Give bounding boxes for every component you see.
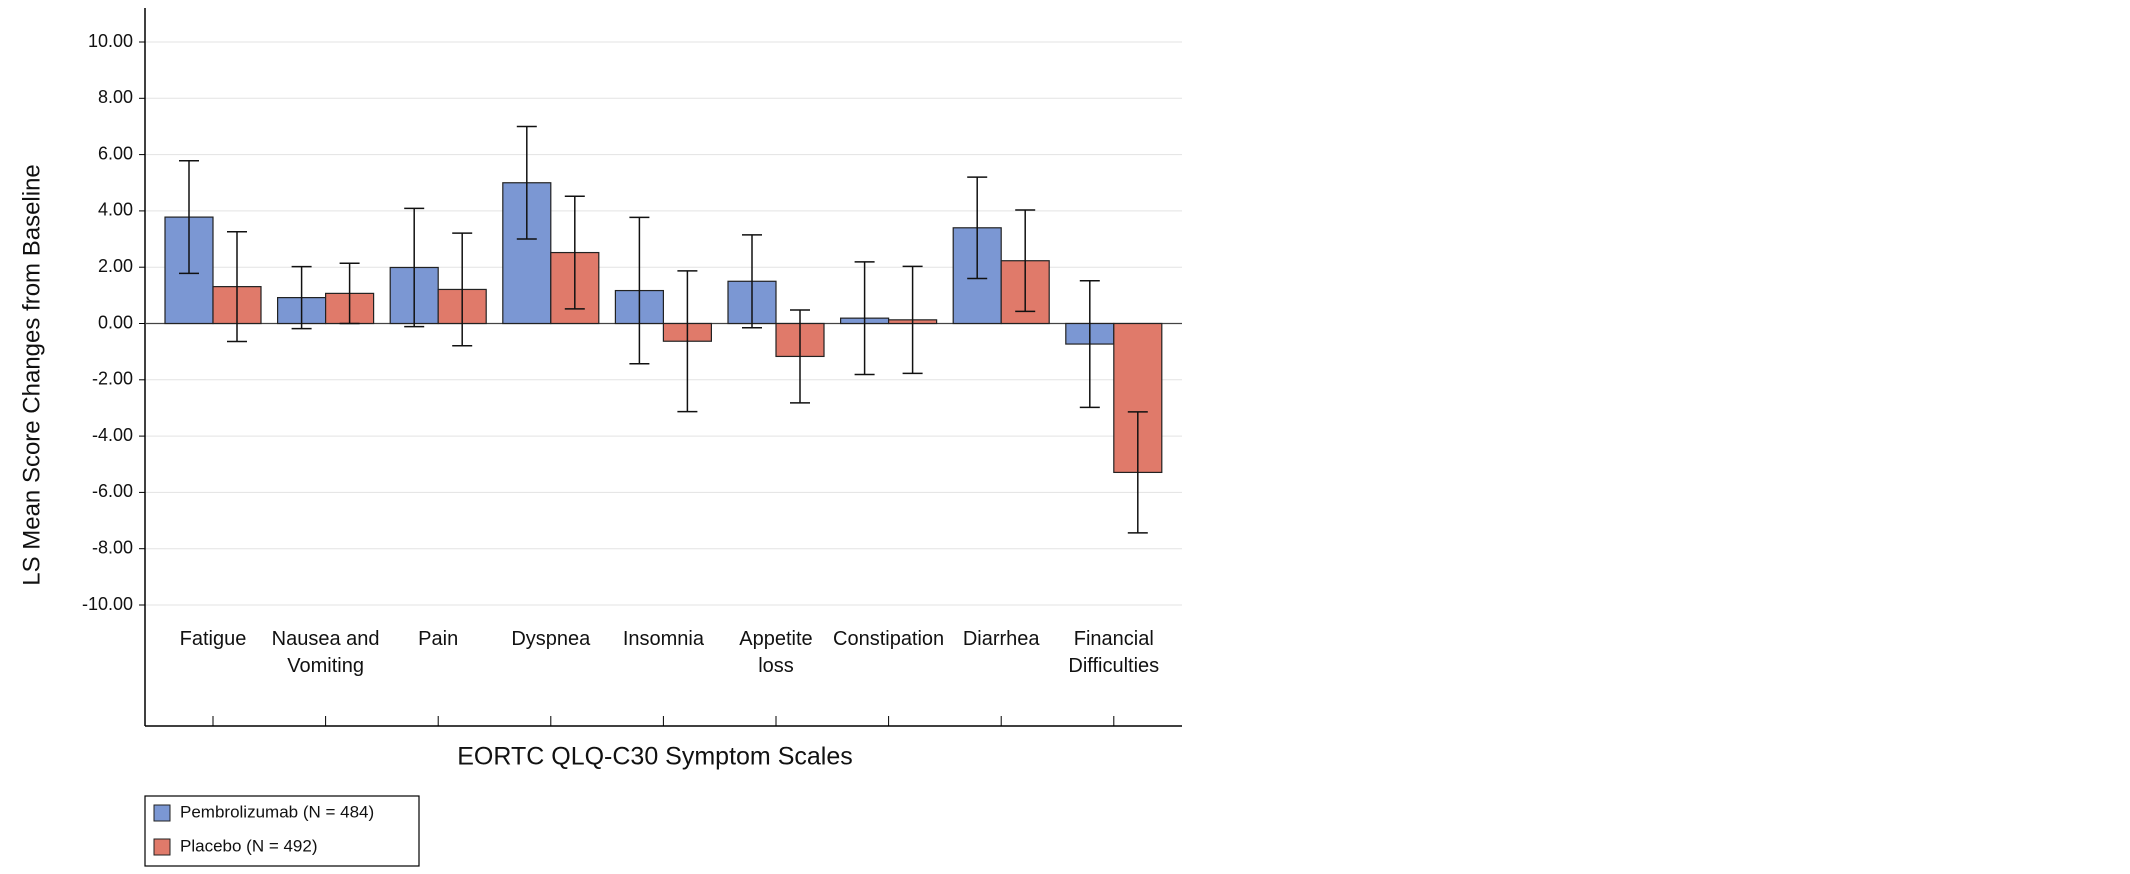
x-tick-label-box: Pain [418,628,459,650]
error-bar [516,125,537,240]
legend-swatch [153,804,171,822]
y-tick-label: -6.00 [92,481,133,501]
x-tick-label: Pain [418,628,459,650]
error-bar [452,232,473,347]
y-tick-label: 4.00 [98,200,133,220]
y-tick-label: 8.00 [98,87,133,107]
error-bar [1015,209,1036,313]
error-bar [677,270,698,413]
error-bar [404,207,425,328]
x-tick-label-box: Insomnia [622,628,704,650]
x-tick-label: Diarrhea [962,628,1040,650]
legend-label: Placebo (N = 492) [180,836,318,855]
x-tick-label-box: Nausea and Vomiting [271,628,380,677]
error-bar [790,309,810,404]
error-bar [179,160,199,275]
error-bar [339,262,360,325]
x-tick-label-box: Diarrhea [962,628,1040,650]
x-tick-label-box: Constipation [833,628,945,650]
legend-label: Pembrolizumab (N = 484) [180,802,374,821]
y-axis-title: LS Mean Score Changes from Baseline [18,164,45,586]
error-bar [1127,411,1148,534]
error-bar [291,265,312,330]
x-tick-label-box: Financial Difficulties [1068,628,1160,677]
error-bar [854,261,875,376]
error-bar [564,195,585,310]
error-bar [227,230,247,343]
x-tick-label-box: Fatigue [179,628,247,650]
error-bar [1079,279,1100,409]
x-tick-label-box: Dyspnea [511,628,591,650]
y-tick-label: 6.00 [98,143,133,163]
x-tick-label: Fatigue [179,628,247,650]
y-tick-label: -2.00 [92,369,133,389]
y-tick-label: -4.00 [92,425,133,445]
x-tick-label-box: Appetite loss [739,628,813,677]
y-tick-label: -8.00 [92,537,133,557]
x-tick-label: Appetite loss [739,628,813,677]
error-bar [967,176,988,280]
x-tick-label: Dyspnea [511,628,591,650]
error-bar [742,234,762,329]
y-tick-label: 0.00 [98,312,133,332]
legend-swatch [153,838,171,856]
x-axis-title: EORTC QLQ-C30 Symptom Scales [457,743,852,771]
x-tick-label: Nausea and Vomiting [271,628,380,677]
legend-box [144,795,420,867]
error-bar [902,265,923,375]
y-tick-label: 2.00 [98,256,133,276]
y-tick-label: 10.00 [88,31,133,51]
x-tick-label: Financial Difficulties [1068,628,1160,677]
x-tick-label: Constipation [833,628,945,650]
error-bar [629,216,650,365]
y-tick-label: -10.00 [82,594,133,614]
x-tick-label: Insomnia [622,628,704,650]
